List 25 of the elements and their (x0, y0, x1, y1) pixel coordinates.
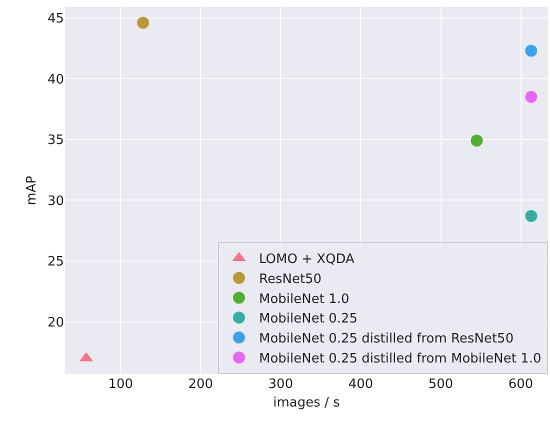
x-tick-label: 100 (108, 377, 134, 392)
legend-label: LOMO + XQDA (259, 252, 355, 268)
point (525, 44, 538, 57)
legend-label: MobileNet 0.25 (259, 312, 358, 327)
y-tick-label: 25 (47, 254, 64, 270)
y-tick-label: 20 (47, 315, 64, 330)
x-tick-label: 400 (348, 377, 374, 392)
legend-label: MobileNet 0.25 distilled from ResNet50 (259, 332, 514, 347)
legend-label: ResNet50 (259, 272, 322, 287)
x-tick-label: 200 (188, 377, 214, 392)
x-axis-title: images / s (273, 396, 340, 411)
x-tick-label: 500 (428, 377, 454, 392)
y-axis-title: mAP (24, 176, 40, 206)
legend-label: MobileNet 1.0 (259, 292, 350, 307)
y-tick-label: 40 (47, 72, 64, 88)
legend-label: MobileNet 0.25 distilled from MobileNet 1.0 (259, 352, 542, 367)
y-tick-label: 30 (47, 194, 64, 209)
point (137, 16, 150, 29)
y-tick-label: 45 (47, 11, 64, 26)
y-tick-label: 35 (47, 133, 64, 148)
point (470, 134, 483, 147)
x-tick-label: 300 (268, 377, 294, 392)
point (525, 90, 538, 103)
point (525, 210, 538, 222)
x-tick-label: 600 (508, 377, 534, 392)
